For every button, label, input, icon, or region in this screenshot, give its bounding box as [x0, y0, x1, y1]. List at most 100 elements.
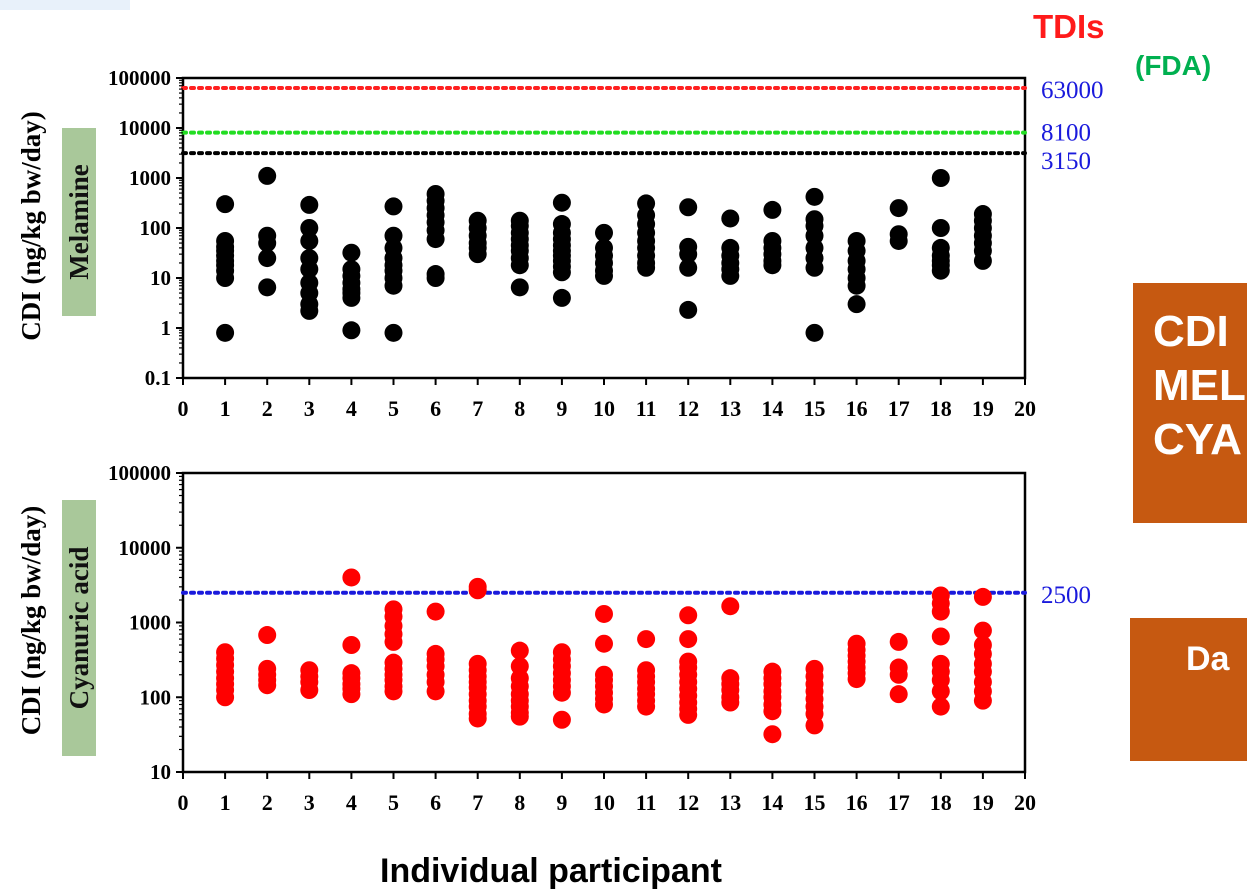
data-point [258, 278, 277, 297]
data-point [258, 166, 277, 185]
x-tick-label: 3 [304, 396, 315, 421]
x-tick-label: 7 [472, 396, 483, 421]
data-point [763, 256, 782, 275]
y-tick-label: 100000 [108, 66, 171, 90]
fda-label: (FDA) [1135, 50, 1212, 81]
y-tick-label: 100 [140, 685, 172, 709]
data-point [973, 691, 992, 710]
data-point [721, 266, 740, 285]
x-tick-label: 6 [430, 790, 441, 815]
x-tick-label: 1 [220, 790, 231, 815]
data-point [342, 568, 361, 587]
data-point [595, 223, 613, 242]
y-tick-label: 10 [150, 266, 171, 290]
data-point [342, 243, 361, 262]
data-point [552, 288, 571, 307]
x-tick-label: 19 [972, 790, 994, 815]
data-point [426, 602, 445, 621]
data-point [637, 697, 656, 716]
data-point [216, 269, 235, 287]
data-point [300, 231, 319, 250]
summary-box-cdi: CDI MEL CYA [1133, 283, 1247, 523]
x-tick-label: 2 [262, 396, 273, 421]
data-point [973, 587, 992, 606]
x-tick-label: 13 [719, 396, 741, 421]
data-point [510, 278, 529, 297]
x-tick-label: 10 [593, 396, 615, 421]
data-point [342, 321, 361, 340]
data-point [552, 193, 571, 212]
summary-line-2: MEL [1153, 361, 1246, 410]
data-point [426, 682, 445, 701]
x-tick-label: 1 [220, 396, 231, 421]
data-point [468, 709, 487, 728]
x-tick-label: 7 [472, 790, 483, 815]
data-point [300, 260, 319, 279]
data-point [300, 219, 319, 237]
x-axis-title: Individual participant [380, 852, 722, 890]
x-tick-label: 9 [556, 396, 567, 421]
data-point [889, 231, 908, 250]
data-point [595, 695, 613, 714]
x-tick-label: 4 [346, 790, 357, 815]
data-point [679, 630, 698, 649]
data-point [679, 258, 698, 277]
x-tick-label: 20 [1014, 790, 1036, 815]
data-point [510, 256, 529, 275]
panel-label-bg [62, 500, 96, 756]
data-point [595, 634, 613, 653]
x-tick-label: 3 [304, 790, 315, 815]
data-point [426, 269, 445, 287]
data-point [679, 705, 698, 724]
panel-label: Cyanuric acid [64, 547, 94, 710]
data-point [384, 632, 403, 651]
y-tick-label: 1000 [129, 611, 171, 635]
x-tick-label: 2 [262, 790, 273, 815]
x-tick-label: 18 [930, 790, 952, 815]
x-tick-label: 8 [514, 396, 525, 421]
x-tick-label: 0 [178, 790, 189, 815]
data-point [847, 295, 866, 314]
summary-box-data: Da [1130, 618, 1247, 761]
data-point [300, 681, 319, 700]
data-point [300, 301, 319, 320]
x-tick-label: 9 [556, 790, 567, 815]
data-point [552, 710, 571, 729]
data-point [805, 716, 824, 735]
x-tick-label: 5 [388, 790, 399, 815]
data-point [216, 323, 235, 342]
data-point [258, 676, 277, 695]
data-point [258, 234, 277, 253]
data-point [763, 702, 782, 721]
data-point [679, 606, 698, 625]
data-point [216, 195, 235, 214]
x-tick-label: 11 [636, 396, 657, 421]
reference-line-label: 8100 [1041, 120, 1091, 147]
data-point [342, 636, 361, 655]
data-point [973, 621, 992, 640]
corner-strip [0, 0, 130, 10]
y-tick-label: 100 [140, 216, 172, 240]
data-point [931, 697, 950, 716]
data-point [931, 682, 950, 701]
x-tick-label: 11 [636, 790, 657, 815]
data-point [889, 665, 908, 684]
data-point [931, 261, 950, 280]
y-tick-label: 10 [150, 760, 171, 784]
data-point [931, 219, 950, 237]
x-tick-label: 6 [430, 396, 441, 421]
data-point [931, 602, 950, 621]
data-point [763, 725, 782, 744]
x-tick-label: 17 [888, 396, 910, 421]
data-point [721, 693, 740, 712]
x-tick-label: 10 [593, 790, 615, 815]
data-point [763, 200, 782, 219]
summary-line-3: CYA [1153, 415, 1242, 464]
data-point [721, 209, 740, 228]
data-point [805, 323, 824, 342]
data-point [510, 641, 529, 660]
data-point [426, 230, 445, 249]
x-tick-label: 12 [677, 396, 699, 421]
data-point [258, 626, 277, 645]
